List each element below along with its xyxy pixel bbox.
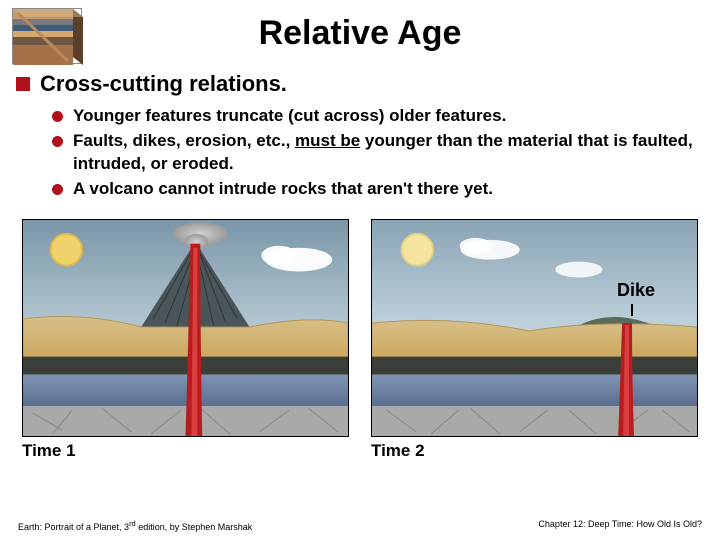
round-bullet-icon	[52, 136, 63, 147]
bullet-text: Younger features truncate (cut across) o…	[73, 105, 506, 128]
bullet-item: Faults, dikes, erosion, etc., must be yo…	[52, 130, 700, 176]
footer-left: Earth: Portrait of a Planet, 3rd edition…	[18, 519, 252, 532]
page-title: Relative Age	[0, 0, 720, 53]
footer-right: Chapter 12: Deep Time: How Old Is Old?	[538, 519, 702, 532]
footer: Earth: Portrait of a Planet, 3rd edition…	[0, 519, 720, 532]
diagram-time1-image	[22, 219, 349, 437]
round-bullet-icon	[52, 184, 63, 195]
diagrams-row: Time 1	[22, 219, 698, 461]
diagram-time2-image: Dike	[371, 219, 698, 437]
diagram-time2-caption: Time 2	[371, 441, 698, 461]
square-bullet-icon	[16, 77, 30, 91]
bullet-item: A volcano cannot intrude rocks that aren…	[52, 178, 700, 201]
bullet-list: Younger features truncate (cut across) o…	[52, 105, 700, 201]
bullet-item: Younger features truncate (cut across) o…	[52, 105, 700, 128]
dike-label: Dike	[617, 280, 655, 301]
diagram-time1-caption: Time 1	[22, 441, 349, 461]
subtitle-text: Cross-cutting relations.	[40, 71, 287, 97]
bullet-text: Faults, dikes, erosion, etc., must be yo…	[73, 130, 700, 176]
dike-tick-icon	[631, 304, 633, 316]
diagram-time1: Time 1	[22, 219, 349, 461]
diagram-time2: Dike Time 2	[371, 219, 698, 461]
subtitle-row: Cross-cutting relations.	[16, 71, 720, 97]
round-bullet-icon	[52, 111, 63, 122]
bullet-text: A volcano cannot intrude rocks that aren…	[73, 178, 493, 201]
strata-block-icon	[12, 8, 82, 64]
